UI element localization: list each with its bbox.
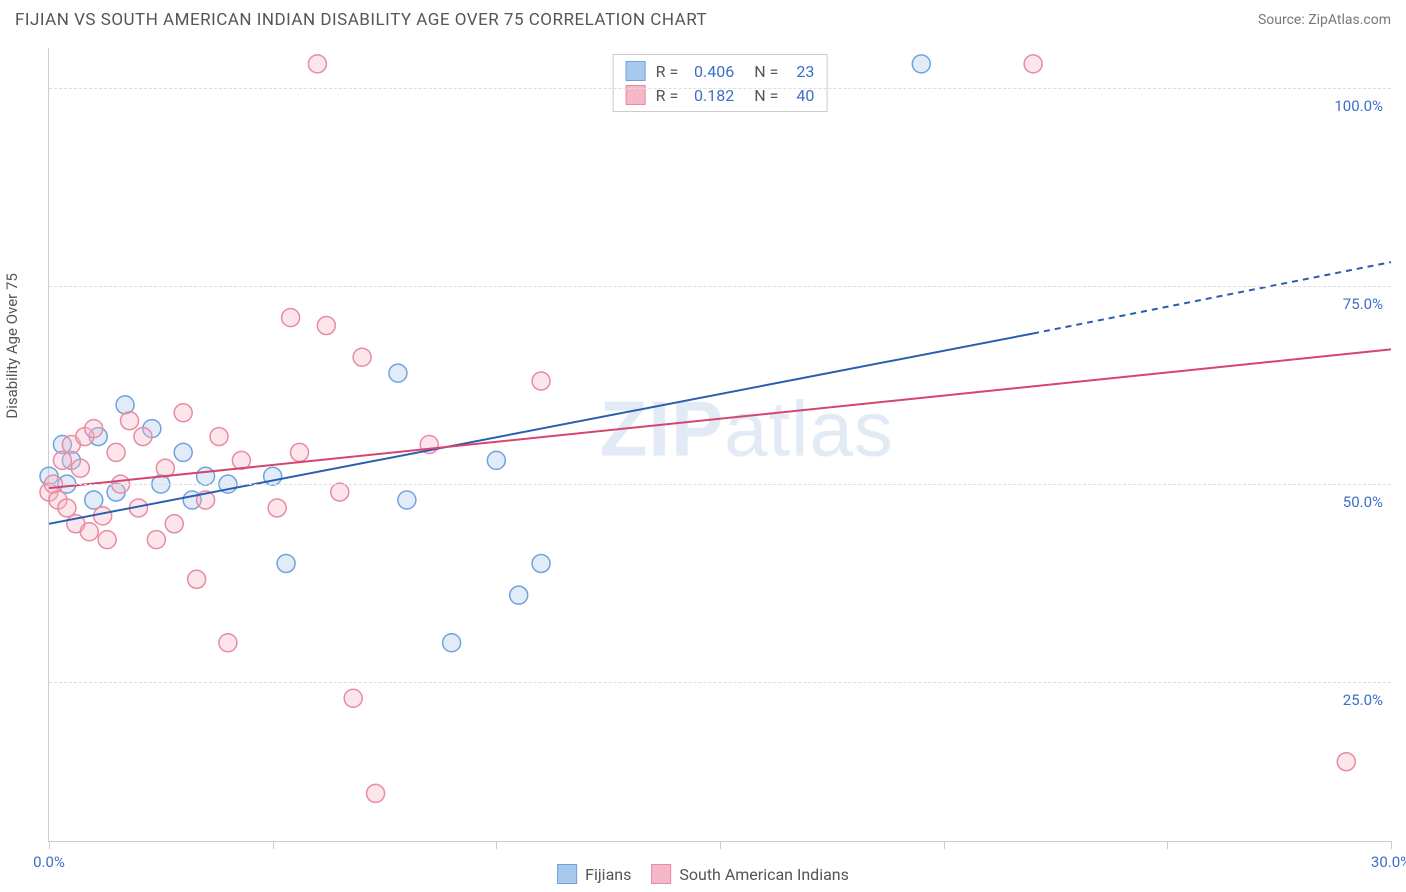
xtick	[1167, 841, 1168, 849]
swatch-sai-bottom	[651, 864, 671, 884]
data-point	[317, 317, 335, 335]
data-point	[353, 348, 371, 366]
data-point	[58, 499, 76, 517]
chart-plot-area: ZIPatlas R = 0.406 N = 23 R = 0.182 N = …	[48, 48, 1391, 842]
xtick	[273, 841, 274, 849]
trend-line	[49, 349, 1391, 488]
data-point	[80, 523, 98, 541]
data-point	[344, 689, 362, 707]
data-point	[443, 634, 461, 652]
legend-label-sai: South American Indians	[679, 865, 849, 884]
data-point	[532, 554, 550, 572]
chart-source: Source: ZipAtlas.com	[1258, 12, 1391, 28]
data-point	[94, 507, 112, 525]
data-point	[85, 491, 103, 509]
data-point	[1337, 753, 1355, 771]
data-point	[277, 554, 295, 572]
ytick-label: 75.0%	[1343, 295, 1383, 313]
xtick	[944, 841, 945, 849]
data-point	[219, 634, 237, 652]
data-point	[174, 404, 192, 422]
gridline	[49, 682, 1391, 683]
swatch-fijians-bottom	[557, 864, 577, 884]
gridline	[49, 88, 1391, 89]
trend-line-dash	[1033, 262, 1391, 333]
data-point	[188, 570, 206, 588]
data-point	[282, 309, 300, 327]
xtick	[496, 841, 497, 849]
data-point	[134, 428, 152, 446]
data-point	[174, 443, 192, 461]
data-point	[510, 586, 528, 604]
data-point	[147, 531, 165, 549]
data-point	[389, 364, 407, 382]
ytick-label: 50.0%	[1343, 493, 1383, 511]
data-point	[71, 459, 89, 477]
ytick-label: 100.0%	[1334, 97, 1383, 115]
data-point	[53, 451, 71, 469]
data-point	[210, 428, 228, 446]
xtick	[720, 841, 721, 849]
legend-item-fijians: Fijians	[557, 864, 631, 884]
chart-header: FIJIAN VS SOUTH AMERICAN INDIAN DISABILI…	[0, 0, 1406, 35]
swatch-fijians	[626, 61, 646, 81]
data-point	[197, 467, 215, 485]
gridline	[49, 484, 1391, 485]
xtick	[49, 841, 50, 849]
data-point	[291, 443, 309, 461]
data-point	[912, 55, 930, 73]
data-point	[121, 412, 139, 430]
data-point	[1024, 55, 1042, 73]
data-point	[107, 443, 125, 461]
xtick-label: 30.0%	[1371, 853, 1406, 871]
data-point	[487, 451, 505, 469]
data-point	[165, 515, 183, 533]
data-point	[308, 55, 326, 73]
legend-stats-row-0: R = 0.406 N = 23	[626, 59, 815, 83]
data-point	[98, 531, 116, 549]
data-point	[268, 499, 286, 517]
data-point	[331, 483, 349, 501]
data-point	[532, 372, 550, 390]
legend-item-sai: South American Indians	[651, 864, 849, 884]
gridline	[49, 286, 1391, 287]
trend-line	[49, 333, 1033, 523]
legend-stats-row-1: R = 0.182 N = 40	[626, 83, 815, 107]
legend-series: Fijians South American Indians	[557, 864, 849, 884]
data-point	[367, 784, 385, 802]
y-axis-label: Disability Age Over 75	[3, 273, 21, 418]
legend-stats: R = 0.406 N = 23 R = 0.182 N = 40	[613, 54, 828, 112]
ytick-label: 25.0%	[1343, 691, 1383, 709]
legend-label-fijians: Fijians	[585, 865, 631, 884]
xtick	[1391, 841, 1392, 849]
data-point	[398, 491, 416, 509]
chart-title: FIJIAN VS SOUTH AMERICAN INDIAN DISABILI…	[15, 10, 707, 30]
scatter-svg	[49, 48, 1391, 841]
data-point	[85, 420, 103, 438]
xtick-label: 0.0%	[33, 853, 65, 871]
